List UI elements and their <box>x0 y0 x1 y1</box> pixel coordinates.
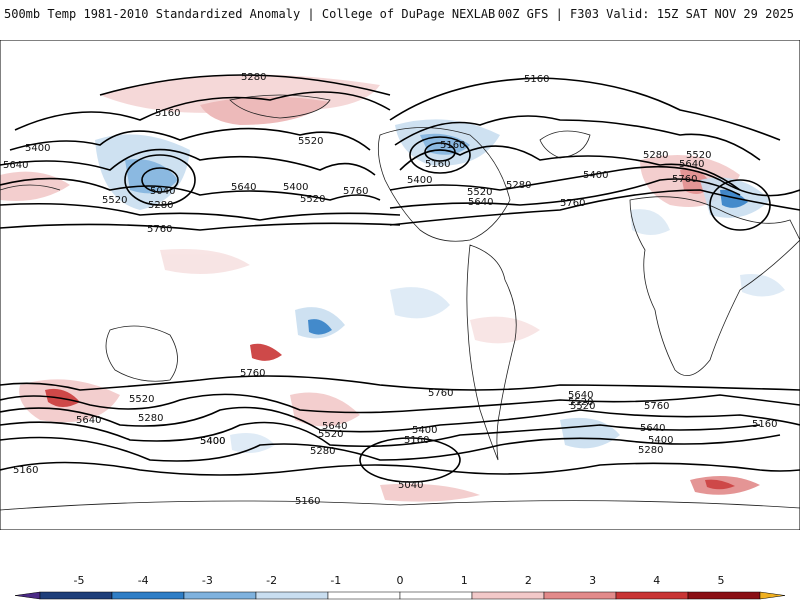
contour-label: 5400 <box>648 435 673 446</box>
contour-label: 5760 <box>644 401 669 412</box>
warm-anomaly-shading <box>0 74 760 502</box>
contour-label: 5520 <box>300 194 325 205</box>
contour-label: 5640 <box>231 182 256 193</box>
colorbar <box>14 591 786 600</box>
contour-label: 5400 <box>583 170 608 181</box>
contour-label: 5640 <box>3 160 28 171</box>
contour-label: 5280 <box>506 180 531 191</box>
colorbar-tick-label: -4 <box>137 574 149 587</box>
contour-label: 5640 <box>322 421 347 432</box>
contour-label: 5400 <box>407 175 432 186</box>
colorbar-segment <box>687 591 761 600</box>
contour-label: 5040 <box>150 186 175 197</box>
contour-label: 5760 <box>343 186 368 197</box>
height-contours <box>0 74 800 483</box>
contour-label: 5280 <box>638 445 663 456</box>
contour-label: 5280 <box>643 150 668 161</box>
map-background <box>0 40 800 530</box>
colorbar-tick-label: -3 <box>201 574 213 587</box>
contour-label: 5520 <box>570 401 595 412</box>
contour-label: 5520 <box>298 136 323 147</box>
contour-label: 5520 <box>318 429 343 440</box>
contour-label: 5760 <box>147 224 172 235</box>
contour-label: 5760 <box>560 198 585 209</box>
contour-label: 5160 <box>155 108 180 119</box>
colorbar-tick-label: 5 <box>717 574 725 587</box>
contour-label: 5520 <box>467 187 492 198</box>
contour-label: 5400 <box>412 425 437 436</box>
contour-label: 5400 <box>283 182 308 193</box>
contour-label: 5160 <box>752 419 777 430</box>
colorbar-tick-label: 1 <box>460 574 468 587</box>
contour-label: 5160 <box>404 435 429 446</box>
contour-label: 5640 <box>640 423 665 434</box>
contour-label: 5520 <box>102 195 127 206</box>
colorbar-tick-label: 2 <box>524 574 532 587</box>
contour-label: 5400 <box>25 143 50 154</box>
colorbar-segment <box>255 591 329 600</box>
colorbar-arrow-right <box>759 591 786 600</box>
contour-label: 5280 <box>148 200 173 211</box>
contour-label: 5400 <box>200 436 225 447</box>
header: 500mb Temp 1981-2010 Standardized Anomal… <box>0 0 800 40</box>
contour-label: 5640 <box>568 390 593 401</box>
contour-label: 5160 <box>440 140 465 151</box>
colorbar-tick-label: -2 <box>266 574 278 587</box>
colorbar-segment <box>543 591 617 600</box>
colorbar-segment <box>183 591 257 600</box>
coastlines <box>0 94 800 511</box>
contour-label: 5760 <box>672 174 697 185</box>
colorbar-segment <box>39 591 113 600</box>
contour-label: 5040 <box>398 480 423 491</box>
colorbar-segment <box>471 591 545 600</box>
contour-label: 5520 <box>568 397 593 408</box>
model-run-info: 00Z GFS | F303 Valid: 15Z SAT NOV 29 202… <box>497 7 794 21</box>
contour-label: 5400 <box>200 436 225 447</box>
colorbar-tick-label: -5 <box>73 574 85 587</box>
contour-label: 5280 <box>310 446 335 457</box>
contour-label: 5760 <box>428 388 453 399</box>
colorbar-tick-label: 4 <box>653 574 661 587</box>
contour-label: 5160 <box>425 159 450 170</box>
contour-label: 5280 <box>241 72 266 83</box>
contour-labels: 5280 5160 5520 5160 5640 5400 5520 5040 … <box>3 72 777 507</box>
contour-label: 5160 <box>295 496 320 507</box>
contour-label: 5160 <box>524 74 549 85</box>
colorbar-segment <box>399 591 473 600</box>
contour-label: 5640 <box>468 197 493 208</box>
contour-label: 5760 <box>240 368 265 379</box>
contour-label: 5640 <box>679 159 704 170</box>
map-title: 500mb Temp 1981-2010 Standardized Anomal… <box>4 7 496 21</box>
contour-label: 5520 <box>686 150 711 161</box>
weather-map: 5280 5160 5520 5160 5640 5400 5520 5040 … <box>0 40 800 530</box>
colorbar-tick-label: -1 <box>330 574 342 587</box>
colorbar-segment <box>327 591 401 600</box>
contour-label: 5640 <box>76 415 101 426</box>
contour-label: 5520 <box>129 394 154 405</box>
colorbar-tick-label: 3 <box>589 574 597 587</box>
contour-label: 5280 <box>138 413 163 424</box>
contour-label: 5160 <box>13 465 38 476</box>
colorbar-arrow-left <box>14 591 41 600</box>
colorbar-segment <box>615 591 689 600</box>
colorbar-segment <box>111 591 185 600</box>
colorbar-tick-label: 0 <box>396 574 404 587</box>
